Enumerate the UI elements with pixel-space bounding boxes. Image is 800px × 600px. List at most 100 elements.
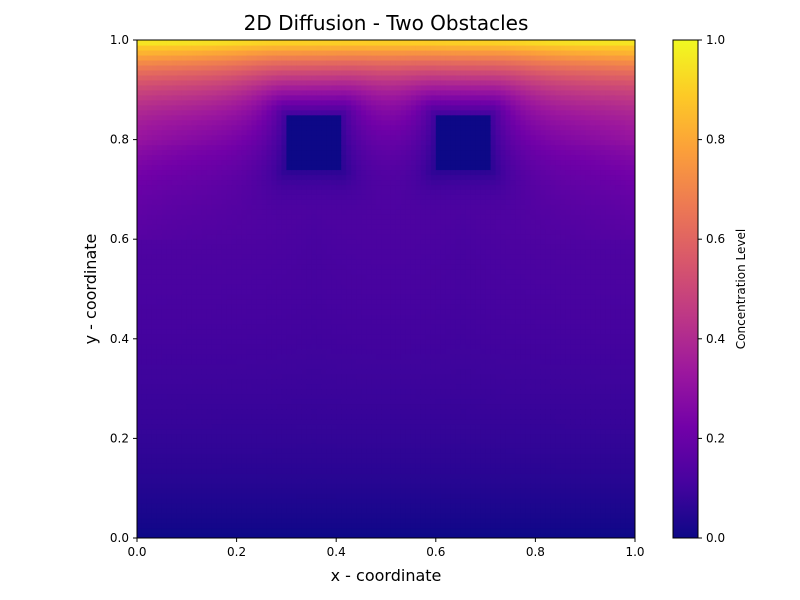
heatmap-cell [156,428,163,435]
heatmap-cell [191,473,198,479]
heatmap-cell [540,383,546,390]
heatmap-cell [390,408,397,415]
heatmap-cell [296,478,302,484]
heatmap-cell [166,348,173,355]
heatmap-cell [415,328,422,335]
heatmap-cell [485,408,492,415]
heatmap-cell [630,428,635,435]
heatmap-cell [555,303,561,310]
heatmap-cell [575,493,581,499]
heatmap-cell [351,303,357,310]
heatmap-cell [485,423,492,430]
heatmap-cell [186,293,193,300]
heatmap-cell [246,508,253,514]
heatmap-cell [505,443,512,449]
heatmap-cell [366,473,372,479]
heatmap-cell [171,443,178,449]
heatmap-cell [530,378,536,385]
heatmap-cell [206,528,213,534]
heatmap-cell [585,443,591,449]
heatmap-cell [176,433,183,439]
heatmap-cell [630,523,635,529]
heatmap-cell [395,463,402,469]
heatmap-cell [585,368,591,375]
heatmap-cell [291,303,297,310]
heatmap-cell [336,478,342,484]
heatmap-cell [600,438,606,444]
heatmap-cell [620,518,626,524]
heatmap-cell [550,523,556,529]
heatmap-cell [176,463,183,469]
heatmap-cell [261,298,268,305]
heatmap-cell [570,403,576,410]
heatmap-cell [525,493,532,499]
heatmap-cell [186,473,193,479]
heatmap-cell [201,328,208,335]
heatmap-cell [615,443,621,449]
heatmap-cell [580,493,586,499]
heatmap-cell [211,503,218,509]
heatmap-cell [166,428,173,435]
heatmap-cell [435,418,442,425]
heatmap-cell [615,533,621,538]
heatmap-cell [296,368,302,375]
heatmap-cell [286,303,292,310]
heatmap-cell [306,438,312,444]
heatmap-cell [525,293,532,300]
heatmap-cell [156,358,163,365]
heatmap-cell [495,413,502,420]
heatmap-cell [395,428,402,435]
heatmap-cell [186,493,193,499]
heatmap-cell [435,443,442,449]
heatmap-cell [400,353,407,360]
heatmap-cell [460,383,467,390]
heatmap-cell [550,418,556,425]
heatmap-cell [231,488,238,494]
heatmap-cell [470,298,477,305]
heatmap-cell [316,338,322,345]
heatmap-cell [211,308,218,315]
heatmap-cell [137,333,143,340]
heatmap-cell [231,383,238,390]
heatmap-cell [445,289,452,295]
heatmap-cell [236,488,243,494]
heatmap-cell [201,338,208,345]
heatmap-cell [256,493,263,499]
heatmap-cell [400,308,407,315]
heatmap-cell [256,378,263,385]
heatmap-cell [246,518,253,524]
heatmap-cell [450,398,457,405]
heatmap-cell [326,438,332,444]
heatmap-cell [460,488,467,494]
heatmap-cell [610,458,616,464]
heatmap-cell [570,348,576,355]
heatmap-cell [600,293,606,300]
heatmap-cell [425,293,432,300]
heatmap-cell [400,303,407,310]
heatmap-cell [630,413,635,420]
heatmap-cell [530,468,536,474]
heatmap-cell [301,323,307,330]
heatmap-cell [550,303,556,310]
heatmap-cell [186,313,193,320]
heatmap-cell [455,418,462,425]
heatmap-cell [565,388,571,395]
heatmap-cell [605,528,611,534]
heatmap-cell [321,413,327,420]
heatmap-cell [585,468,591,474]
heatmap-cell [550,408,556,415]
heatmap-cell [361,468,367,474]
heatmap-cell [435,388,442,395]
heatmap-cell [196,378,203,385]
heatmap-cell [580,478,586,484]
heatmap-cell [351,478,357,484]
heatmap-cell [565,448,571,454]
heatmap-cell [435,298,442,305]
heatmap-cell [505,533,512,538]
heatmap-cell [630,433,635,439]
heatmap-cell [141,298,148,305]
heatmap-cell [415,348,422,355]
heatmap-cell [570,478,576,484]
heatmap-cell [485,293,492,300]
heatmap-cell [226,293,233,300]
